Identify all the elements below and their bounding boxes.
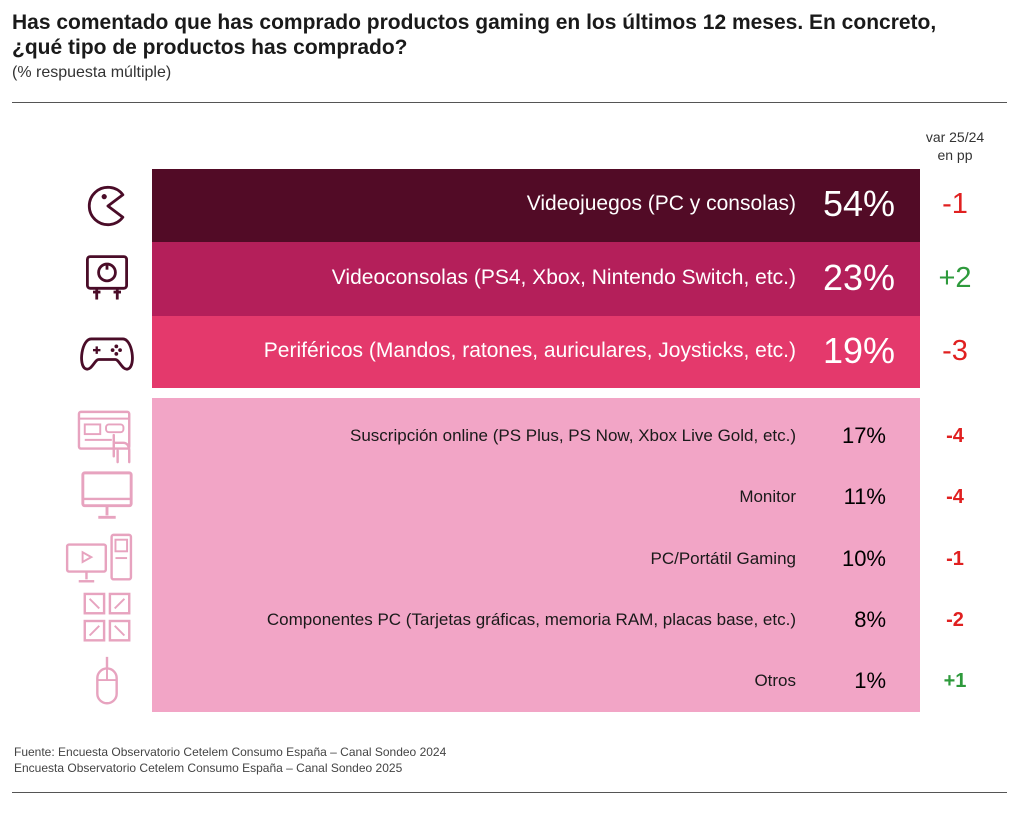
source-line-2: Encuesta Observatorio Cetelem Consumo Es… bbox=[14, 761, 403, 775]
title-line-2: ¿qué tipo de productos has comprado? bbox=[12, 36, 408, 59]
pc-icon bbox=[58, 531, 142, 589]
pacman-icon bbox=[72, 178, 142, 234]
row-value: 23% bbox=[822, 256, 895, 298]
bar-small-block bbox=[152, 398, 920, 712]
row-label: Videoconsolas (PS4, Xbox, Nintendo Switc… bbox=[331, 265, 796, 289]
mouse-icon bbox=[72, 653, 142, 711]
row-value: 11% bbox=[843, 484, 886, 510]
bottom-divider bbox=[12, 792, 1007, 793]
row-label: Otros bbox=[754, 671, 796, 691]
row-label: Suscripción online (PS Plus, PS Now, Xbo… bbox=[350, 425, 796, 445]
subscription-icon bbox=[72, 408, 142, 466]
chart-title: Has comentado que has comprado productos… bbox=[12, 10, 1012, 60]
row-value: 8% bbox=[854, 607, 886, 633]
title-line-1: Has comentado que has comprado productos… bbox=[12, 11, 937, 34]
row-value: 17% bbox=[841, 422, 886, 448]
gamepad-icon bbox=[72, 324, 142, 380]
row-bar bbox=[152, 316, 920, 388]
row-bar bbox=[152, 242, 920, 316]
row-label: Videojuegos (PC y consolas) bbox=[526, 192, 796, 216]
row-variation: -2 bbox=[946, 609, 964, 631]
row-label: Componentes PC (Tarjetas gráficas, memor… bbox=[266, 610, 796, 630]
top-divider bbox=[12, 102, 1007, 103]
row-value: 19% bbox=[822, 329, 895, 371]
row-label: PC/Portátil Gaming bbox=[650, 548, 797, 568]
row-value: 1% bbox=[854, 668, 886, 694]
source-note: Fuente: Encuesta Observatorio Cetelem Co… bbox=[14, 744, 446, 776]
row-value: 54% bbox=[822, 183, 895, 225]
row-variation: -1 bbox=[946, 547, 964, 570]
variation-header-line-1: var 25/24 bbox=[925, 129, 985, 145]
variation-header-line-2: en pp bbox=[937, 147, 973, 163]
monitor-icon bbox=[72, 469, 142, 527]
row-label: Periféricos (Mandos, ratones, auriculare… bbox=[263, 338, 796, 362]
source-line-1: Fuente: Encuesta Observatorio Cetelem Co… bbox=[14, 745, 447, 759]
row-variation: -4 bbox=[946, 424, 964, 447]
row-value: 10% bbox=[841, 545, 886, 571]
components-icon bbox=[72, 592, 142, 650]
row-variation: -1 bbox=[942, 188, 968, 221]
row-bar bbox=[152, 169, 920, 242]
row-variation: -3 bbox=[942, 334, 968, 367]
row-label: Monitor bbox=[739, 487, 796, 507]
console-icon bbox=[72, 251, 142, 307]
variation-header: var 25/24 en pp bbox=[920, 128, 990, 164]
chart-subtitle: (% respuesta múltiple) bbox=[12, 64, 172, 81]
row-variation: -4 bbox=[946, 486, 964, 508]
row-variation: +1 bbox=[943, 670, 967, 692]
row-variation: +2 bbox=[938, 261, 972, 294]
